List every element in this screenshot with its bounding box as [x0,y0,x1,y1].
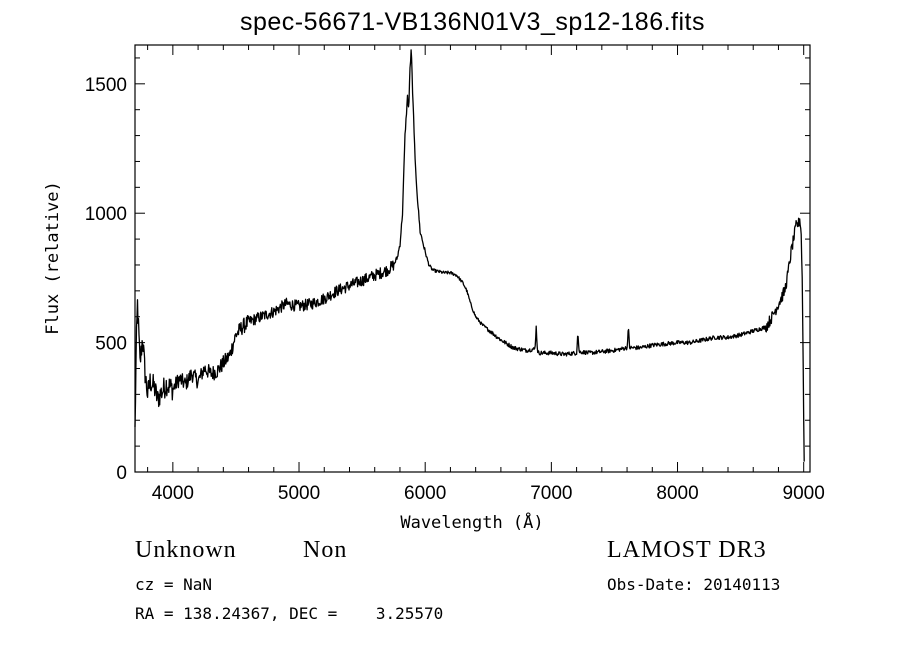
coords-label: RA = 138.24367, DEC = 3.25570 [135,604,444,623]
plot-frame [134,44,811,473]
object-subclass: Non [303,537,348,563]
obs-date-label: Obs-Date: 20140113 [607,575,781,594]
chart-title: spec-56671-VB136N01V3_sp12-186.fits [239,8,706,36]
x-tick-label: 4000 [152,483,194,504]
survey-label: LAMOST DR3 [607,537,767,563]
x-tick-label: 9000 [783,483,825,504]
y-axis-label: Flux (relative) [43,181,63,335]
y-tick-label: 500 [95,334,127,355]
x-tick-label: 6000 [404,483,446,504]
y-tick-label: 1000 [85,204,127,225]
x-tick-label: 7000 [530,483,572,504]
y-tick-label: 1500 [85,75,127,96]
x-tick-label: 8000 [656,483,698,504]
y-tick-label: 0 [116,463,127,484]
redshift-label: cz = NaN [135,575,213,594]
axis-tick-labels: 4000 5000 6000 7000 8000 9000 0 500 1000 1500 [85,75,825,504]
x-axis-label: Wavelength (Å) [400,511,543,533]
axis-ticks [135,45,810,473]
x-tick-label: 5000 [278,483,320,504]
object-class: Unknown [135,537,237,563]
spectrum-line [134,49,805,462]
